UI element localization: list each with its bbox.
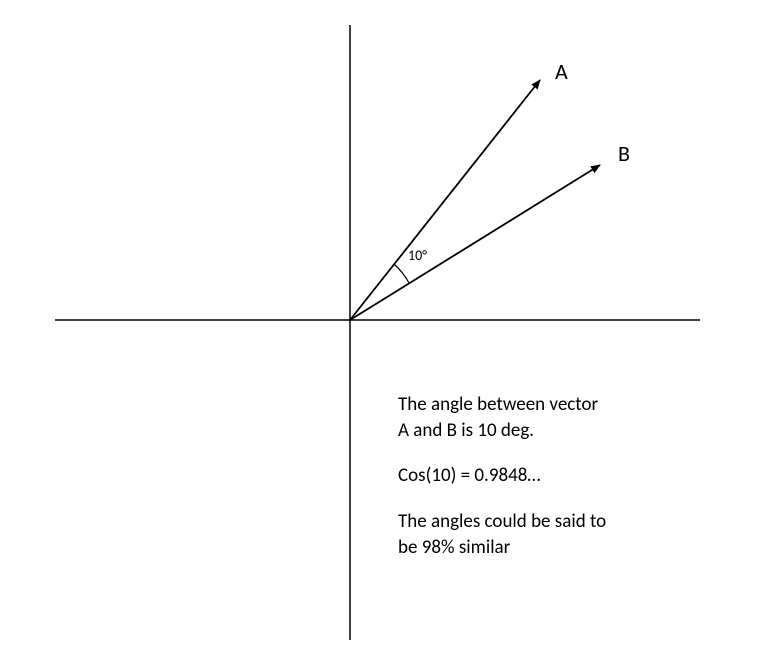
vector-b [350,165,600,320]
explanation-text: The angle between vector A and B is 10 d… [398,392,606,560]
text-line-2: A and B is 10 deg. [398,418,606,444]
angle-arc [394,264,409,283]
text-line-1: The angle between vector [398,392,606,418]
vector-a-label: A [555,58,568,85]
text-line-3: Cos(10) = 0.9848… [398,463,606,489]
vector-b-label: B [618,140,630,167]
vector-diagram [0,0,759,663]
text-line-5: be 98% similar [398,535,606,561]
angle-label: 10° [408,247,427,264]
text-line-4: The angles could be said to [398,509,606,535]
vector-a [350,80,540,320]
